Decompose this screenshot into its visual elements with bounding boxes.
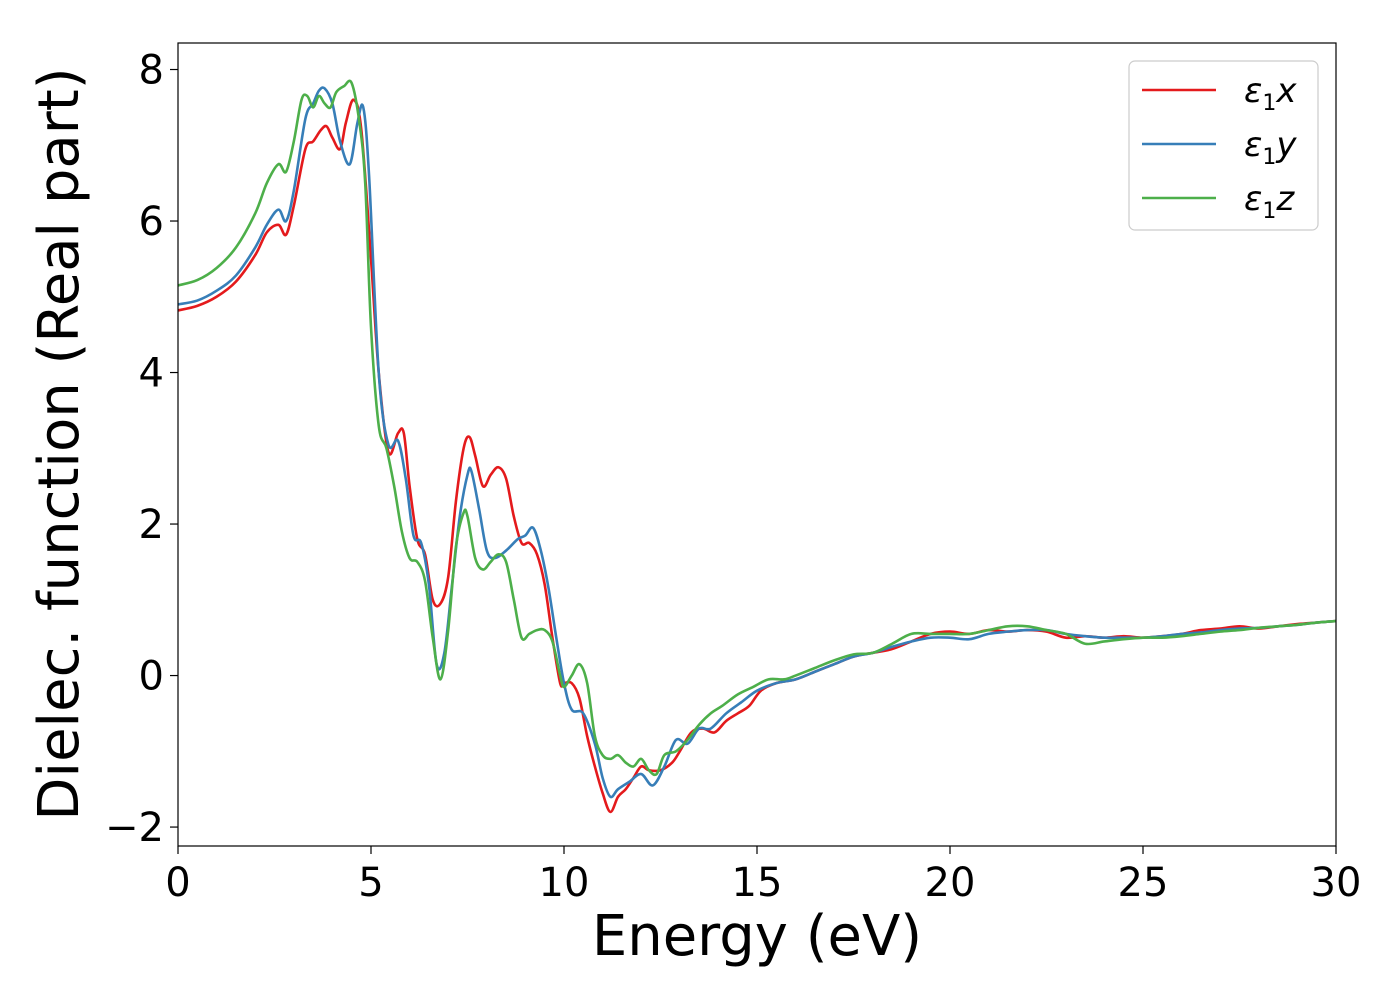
legend-label-z: ε1z [1244,179,1295,224]
y-tick-label: 4 [139,351,164,397]
y-tick-label: 0 [139,654,164,700]
legend-label-x: ε1x [1244,71,1297,116]
legend-frame [1128,60,1319,231]
series-lines [178,79,1336,814]
legend: ε1x ε1y ε1z [1128,60,1319,231]
x-tick-label: 5 [358,860,383,906]
x-tick-label: 15 [732,860,783,906]
y-tick-label: 6 [139,199,164,245]
series-line-z [178,79,1336,777]
y-axis-label: Dielec. function (Real part) [27,67,92,820]
y-tick-label: −2 [105,805,164,851]
x-tick-label: 0 [165,860,190,906]
legend-label-y: ε1y [1244,125,1297,170]
x-tick-label: 20 [925,860,976,906]
x-axis-label: Energy (eV) [592,904,922,969]
y-tick-label: 2 [139,502,164,548]
x-tick-label: 30 [1311,860,1362,906]
x-tick-label: 10 [539,860,590,906]
y-tick-label: 8 [139,48,164,94]
x-tick-label: 25 [1118,860,1169,906]
